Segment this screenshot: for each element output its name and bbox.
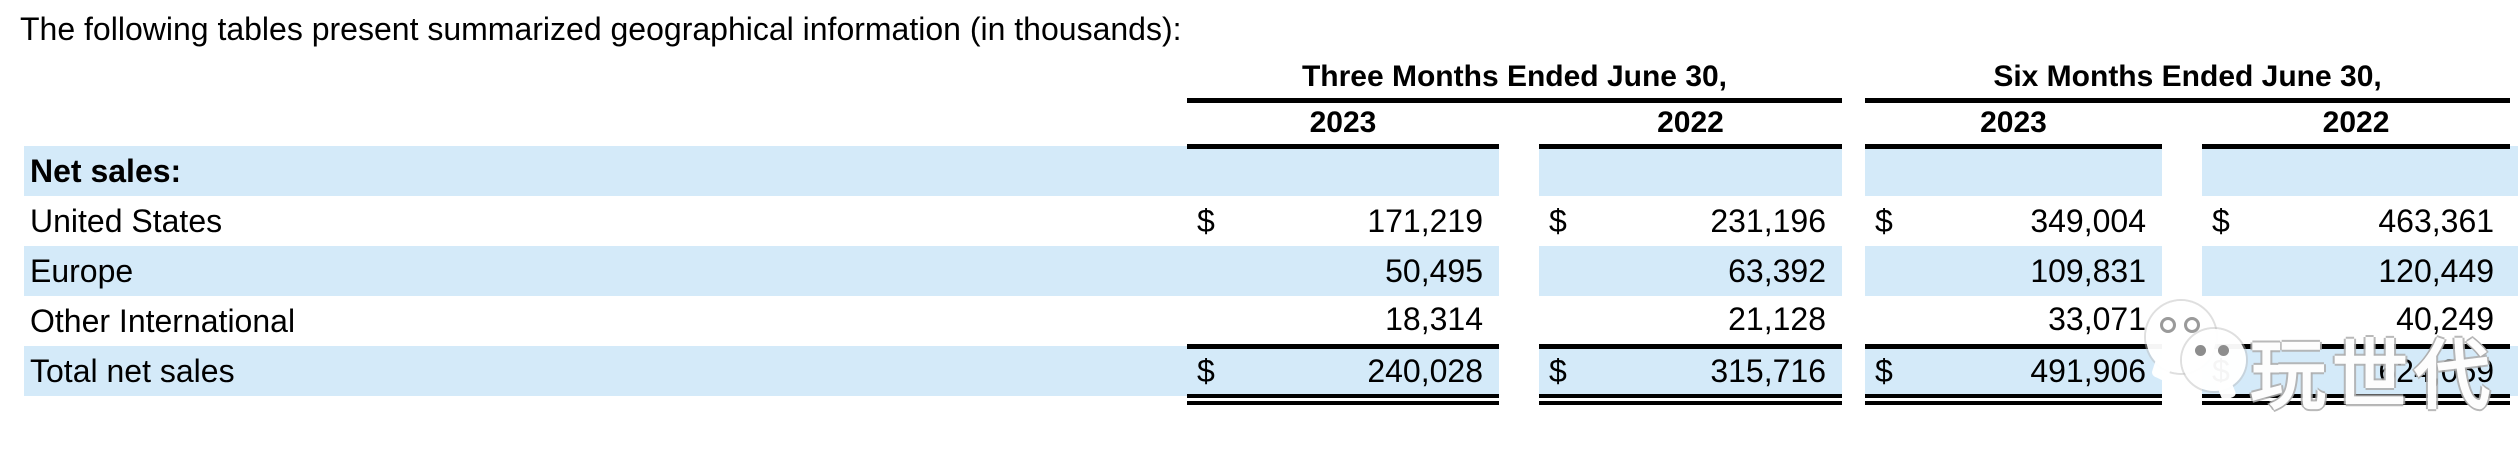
section-header-net-sales: Net sales: [24,146,1187,196]
united-states-6m-2023-value: 349,004 [2030,202,2146,239]
table-row-europe: Europe 50,495 63,392 109,831 120,449 [24,246,2518,296]
gutter-cell [2162,346,2202,396]
total-3m-2022-value: 315,716 [1604,346,1842,398]
spacer-cell [24,100,1187,146]
dollar-sign: $ [1539,346,1604,398]
gutter-cell [2162,146,2202,196]
united-states-3m-2023-value: 171,219 [1367,202,1483,239]
table-row-united-states: United States $ 171,219 $ 231,196 $ 349,… [24,196,2518,246]
other-international-3m-2023-value: 18,314 [1252,296,1499,349]
col-header-3m-2023: 2023 [1187,100,1499,149]
united-states-3m-2022-value: 231,196 [1710,202,1826,239]
group-gap-cell [1842,100,1865,146]
row-label-europe: Europe [24,246,1187,296]
col-header-6m-2022: 2022 [2202,100,2511,149]
europe-3m-2023-value: 50,495 [1252,246,1499,296]
other-international-6m-2022-value: 40,249 [2267,296,2511,349]
group-gap-cell [1842,296,1865,346]
dollar-sign: $ [2202,346,2267,398]
other-international-6m-2023-value: 33,071 [1930,296,2162,349]
table-row-total-net-sales: Total net sales $ 240,028 $ 315,716 $ 49… [24,346,2518,398]
col-header-3m-2022: 2022 [1539,100,1842,149]
double-rule-row [24,396,2518,405]
gutter-cell [2162,296,2202,346]
geographical-sales-table: Three Months Ended June 30, Six Months E… [24,56,2518,405]
dollar-sign: $ [2212,202,2230,239]
gutter-cell [1499,296,1539,346]
row-label-united-states: United States [30,202,223,239]
col-header-6m-2023: 2023 [1865,100,2162,149]
table-row-other-international: Other International 18,314 21,128 33,071… [24,296,2518,349]
europe-6m-2022-value: 120,449 [2267,246,2511,296]
group-gap-cell [1842,346,1865,396]
dollar-sign: $ [1197,202,1215,239]
europe-6m-2023-value: 109,831 [1930,246,2162,296]
dollar-sign: $ [1549,202,1567,239]
gutter-cell [2162,196,2202,246]
header-years-row: 2023 2022 2023 2022 [24,100,2518,149]
group-gap-cell [1842,246,1865,296]
group-gap-cell [1842,146,1865,196]
spacer-cell [2510,100,2518,146]
gutter-cell [2162,246,2202,296]
row-label-other-international: Other International [30,302,296,339]
dollar-sign: $ [1875,202,1893,239]
row-label-total-net-sales: Total net sales [24,346,1187,396]
dollar-sign: $ [1187,346,1252,398]
group-gap-cell [1842,196,1865,246]
intro-text: The following tables present summarized … [20,11,1182,47]
spacer-cell [24,56,1187,100]
gutter-cell [1499,146,1539,196]
col-group-three-months: Three Months Ended June 30, [1187,56,1842,103]
spacer-cell [2510,56,2518,100]
other-international-3m-2022-value: 21,128 [1604,296,1842,349]
total-3m-2023-value: 240,028 [1252,346,1499,398]
group-gap-cell [1842,56,1865,100]
gutter-cell [1499,246,1539,296]
gutter-cell [2162,100,2202,146]
gutter-cell [1499,346,1539,396]
gutter-cell [1499,196,1539,246]
dollar-sign: $ [1865,346,1930,398]
gutter-cell [1499,100,1539,146]
header-group-row: Three Months Ended June 30, Six Months E… [24,56,2518,103]
section-header-row: Net sales: [24,146,2518,196]
col-group-six-months: Six Months Ended June 30, [1865,56,2511,103]
total-6m-2023-value: 491,906 [1930,346,2162,398]
document-page: The following tables present summarized … [0,10,2518,405]
total-6m-2022-value: 624,059 [2267,346,2511,398]
united-states-6m-2022-value: 463,361 [2378,202,2495,239]
europe-3m-2022-value: 63,392 [1604,246,1842,296]
